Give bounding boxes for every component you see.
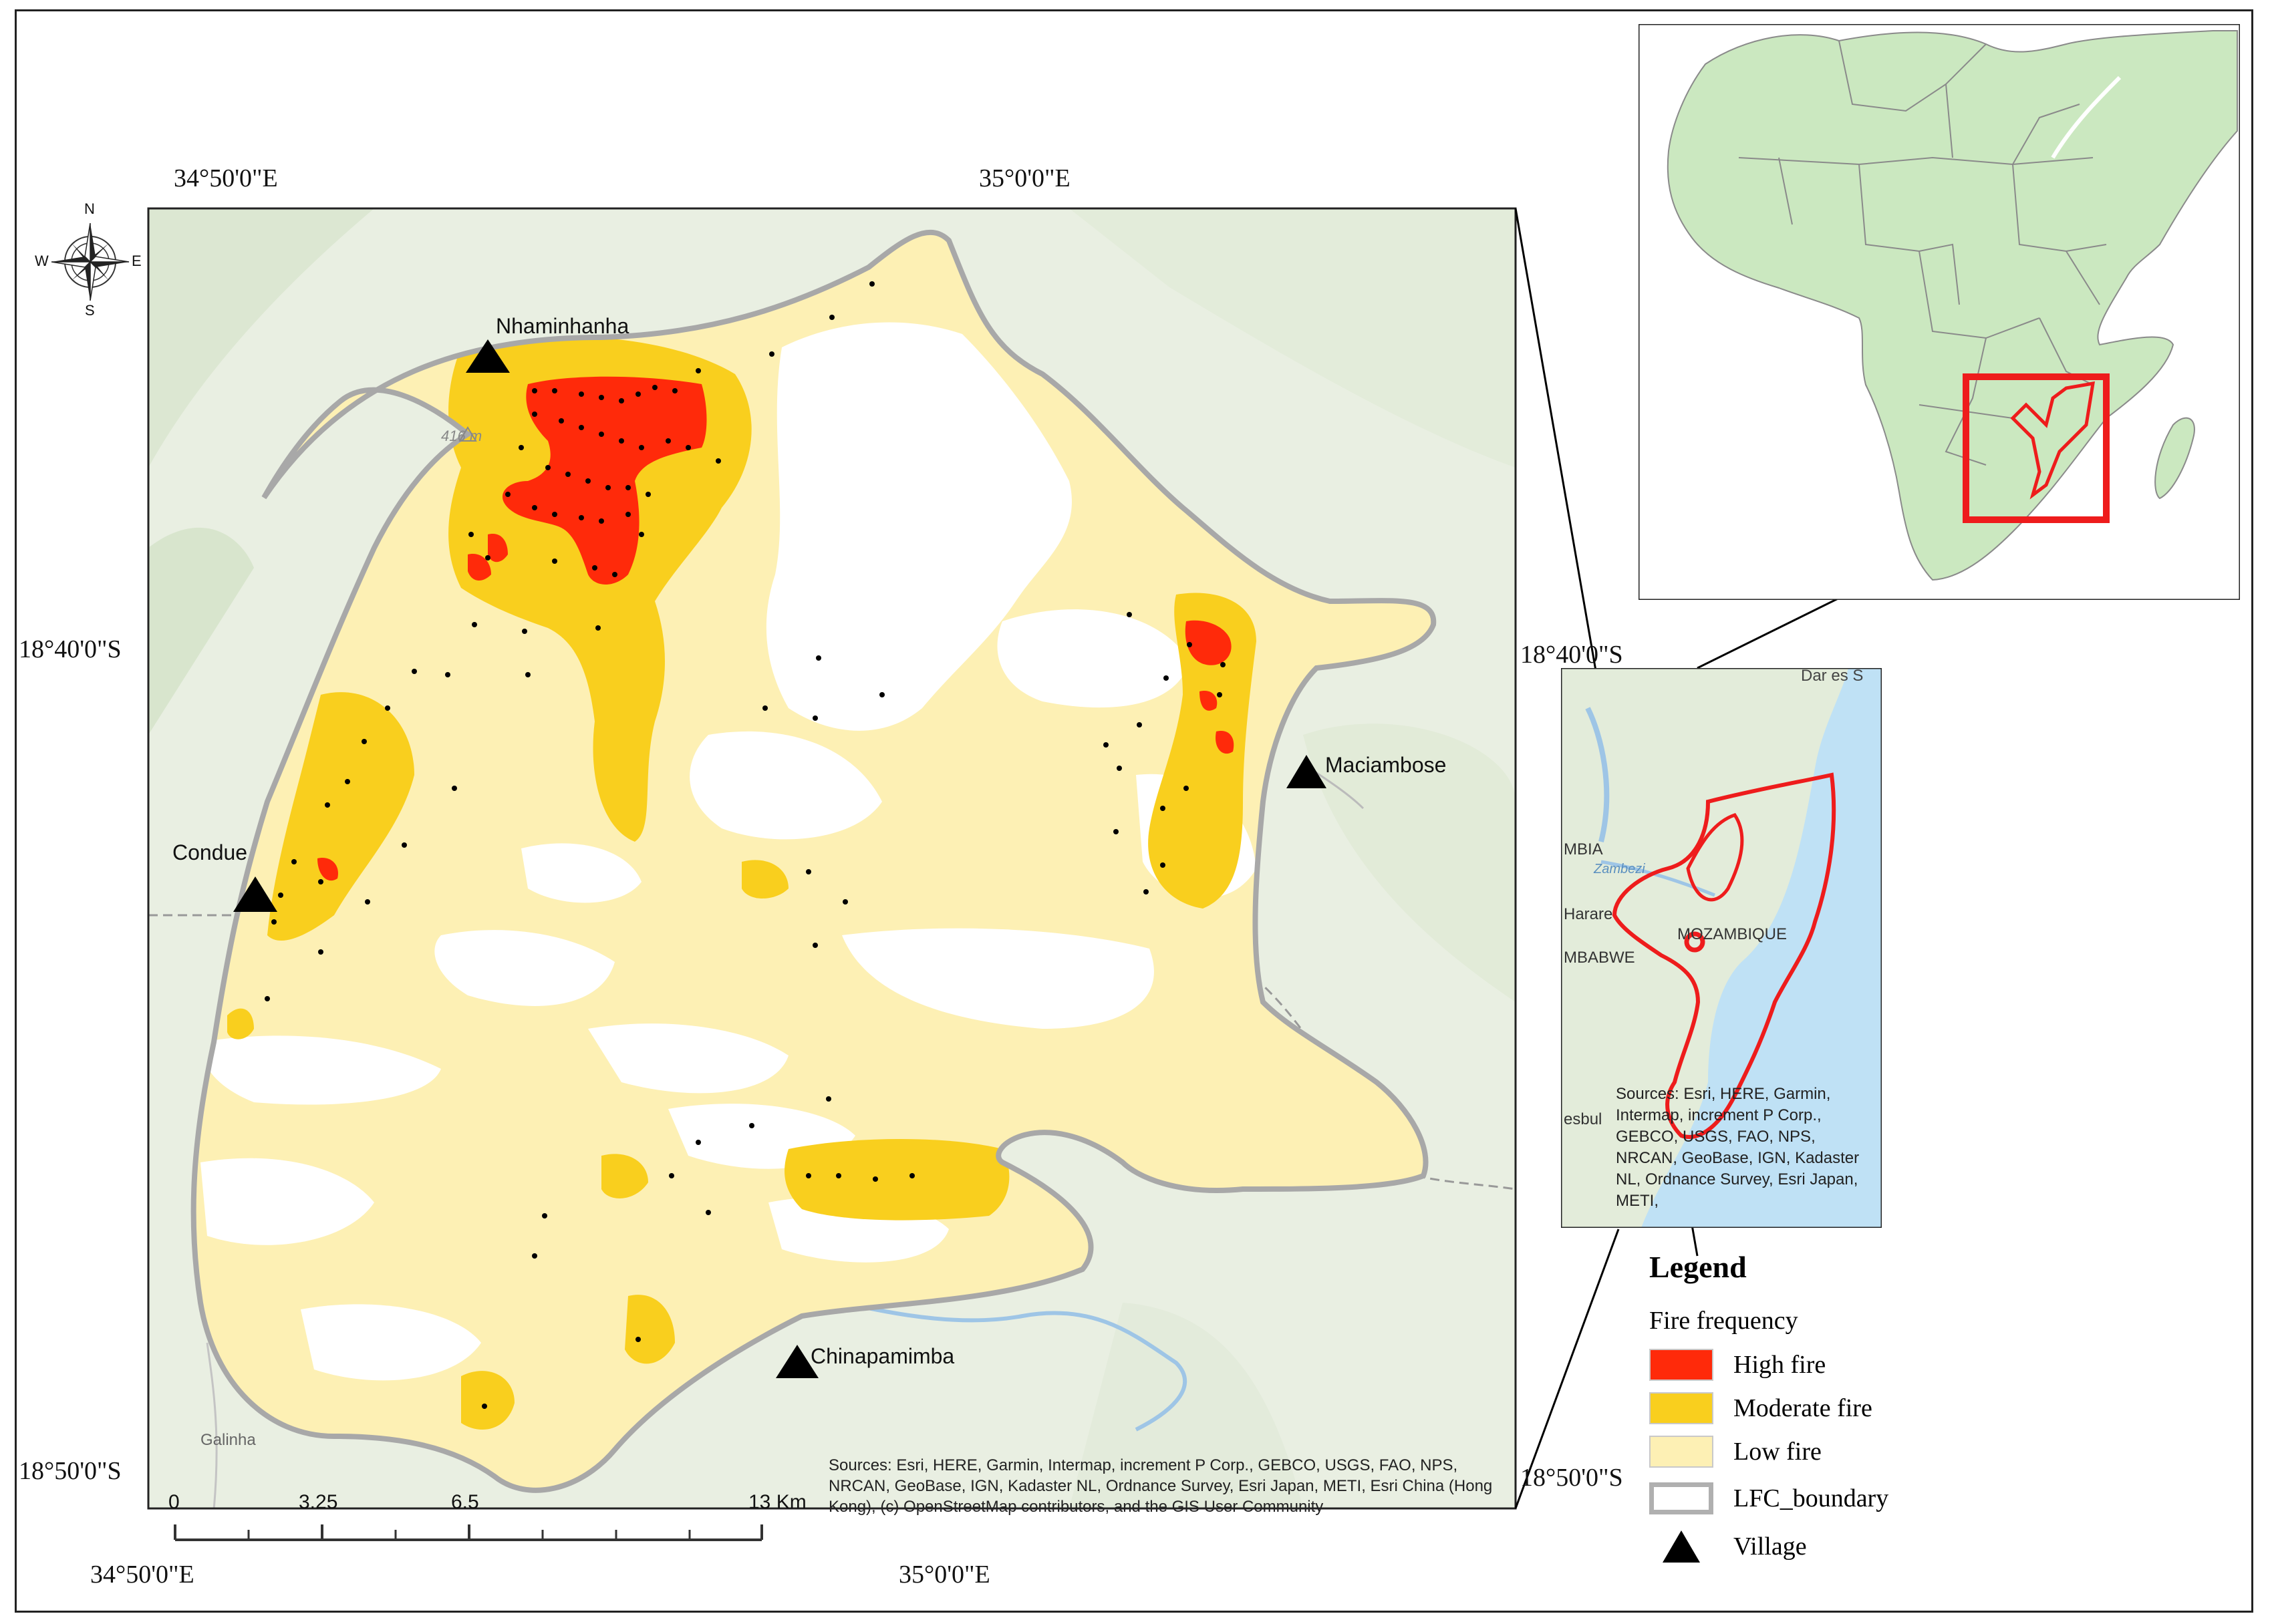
compass-s-label: S <box>85 302 95 319</box>
place-label-galinha: Galinha <box>200 1431 256 1449</box>
mozambique-outline <box>2010 381 2096 500</box>
village-label-nhaminhanha: Nhaminhanha <box>496 314 629 338</box>
north-arrow-icon <box>51 222 130 301</box>
regional-label-zambia: MBIA <box>1564 840 1603 858</box>
legend-item-moderate-fire: Moderate fire <box>1649 1392 1872 1425</box>
regional-mozambique-outline <box>1612 772 1836 1139</box>
village-triangle-maciambose <box>1286 755 1326 788</box>
legend-item-low-fire: Low fire <box>1649 1435 1822 1468</box>
mozambique-highlight-box <box>1963 373 2110 523</box>
village-triangle-chinapamimba <box>776 1345 819 1378</box>
scale-label-3-25: 3.25 <box>299 1491 338 1513</box>
regional-label-zambezi: Zambezi <box>1594 862 1645 876</box>
attribution-regional: Sources: Esri, HERE, Garmin, Intermap, i… <box>1616 1085 1860 1210</box>
legend-item-lfc-boundary: LFC_boundary <box>1649 1482 1888 1515</box>
legend-swatch-low-fire <box>1649 1436 1713 1468</box>
coord-bottom-left: 34°50'0"E <box>90 1561 194 1589</box>
africa-inset-map <box>1639 24 2240 600</box>
africa-landmass <box>1667 30 2238 581</box>
legend-label-high-fire: High fire <box>1733 1351 1826 1379</box>
compass-n-label: N <box>84 200 95 217</box>
legend-swatch-moderate-fire <box>1649 1392 1713 1424</box>
coord-top-right: 35°0'0"E <box>979 164 1071 192</box>
legend-title: Legend <box>1649 1250 1747 1284</box>
compass-w-label: W <box>35 253 49 269</box>
scale-label-13: 13 Km <box>748 1491 807 1513</box>
legend-label-lfc-boundary: LFC_boundary <box>1733 1484 1889 1512</box>
study-site-marker <box>1684 931 1705 953</box>
village-label-condue: Condue <box>172 840 248 864</box>
compass-e-label: E <box>132 253 142 269</box>
legend-swatch-lfc-boundary <box>1649 1482 1713 1514</box>
legend-label-low-fire: Low fire <box>1733 1438 1822 1466</box>
village-triangle-condue <box>233 876 277 912</box>
scale-label-0: 0 <box>168 1491 180 1513</box>
coord-left-top: 18°40'0"S <box>19 635 122 663</box>
village-label-maciambose: Maciambose <box>1325 753 1447 777</box>
regional-label-harare: Harare <box>1564 905 1613 923</box>
regional-inset-map <box>1561 668 1882 1228</box>
legend-item-high-fire: High fire <box>1649 1348 1826 1382</box>
legend-label-village: Village <box>1733 1532 1807 1561</box>
legend-swatch-village <box>1649 1530 1713 1563</box>
legend-swatch-high-fire <box>1649 1349 1713 1381</box>
coord-bottom-right: 35°0'0"E <box>899 1561 990 1589</box>
regional-land <box>1561 668 1848 1228</box>
legend-subtitle: Fire frequency <box>1649 1307 1798 1335</box>
map-frame <box>15 9 2253 1613</box>
attribution-main: Sources: Esri, HERE, Garmin, Intermap, i… <box>829 1456 1493 1516</box>
elevation-label: 416 m <box>441 428 482 444</box>
regional-label-mozambique: MOZAMBIQUE <box>1677 925 1788 943</box>
coord-left-bottom: 18°50'0"S <box>19 1457 122 1485</box>
coord-top-left: 34°50'0"E <box>174 164 278 192</box>
madagascar <box>2154 417 2195 500</box>
scale-label-6-5: 6.5 <box>451 1491 479 1513</box>
village-triangle-nhaminhanha <box>466 339 510 373</box>
legend-item-village: Village <box>1649 1530 1807 1563</box>
village-label-chinapamimba: Chinapamimba <box>811 1344 955 1368</box>
regional-label-zimbabwe: MBABWE <box>1564 949 1635 967</box>
scale-bar <box>174 1524 763 1541</box>
regional-label-dar: Dar es S <box>1801 667 1864 685</box>
coord-right-bottom: 18°50'0"S <box>1520 1464 1623 1492</box>
regional-label-bulawayo: esbul <box>1564 1110 1602 1128</box>
legend-label-moderate-fire: Moderate fire <box>1733 1394 1872 1422</box>
coord-right-top: 18°40'0"S <box>1520 641 1623 669</box>
village-triangle-icon <box>1663 1530 1700 1563</box>
fire-sample-points <box>265 281 1226 1409</box>
